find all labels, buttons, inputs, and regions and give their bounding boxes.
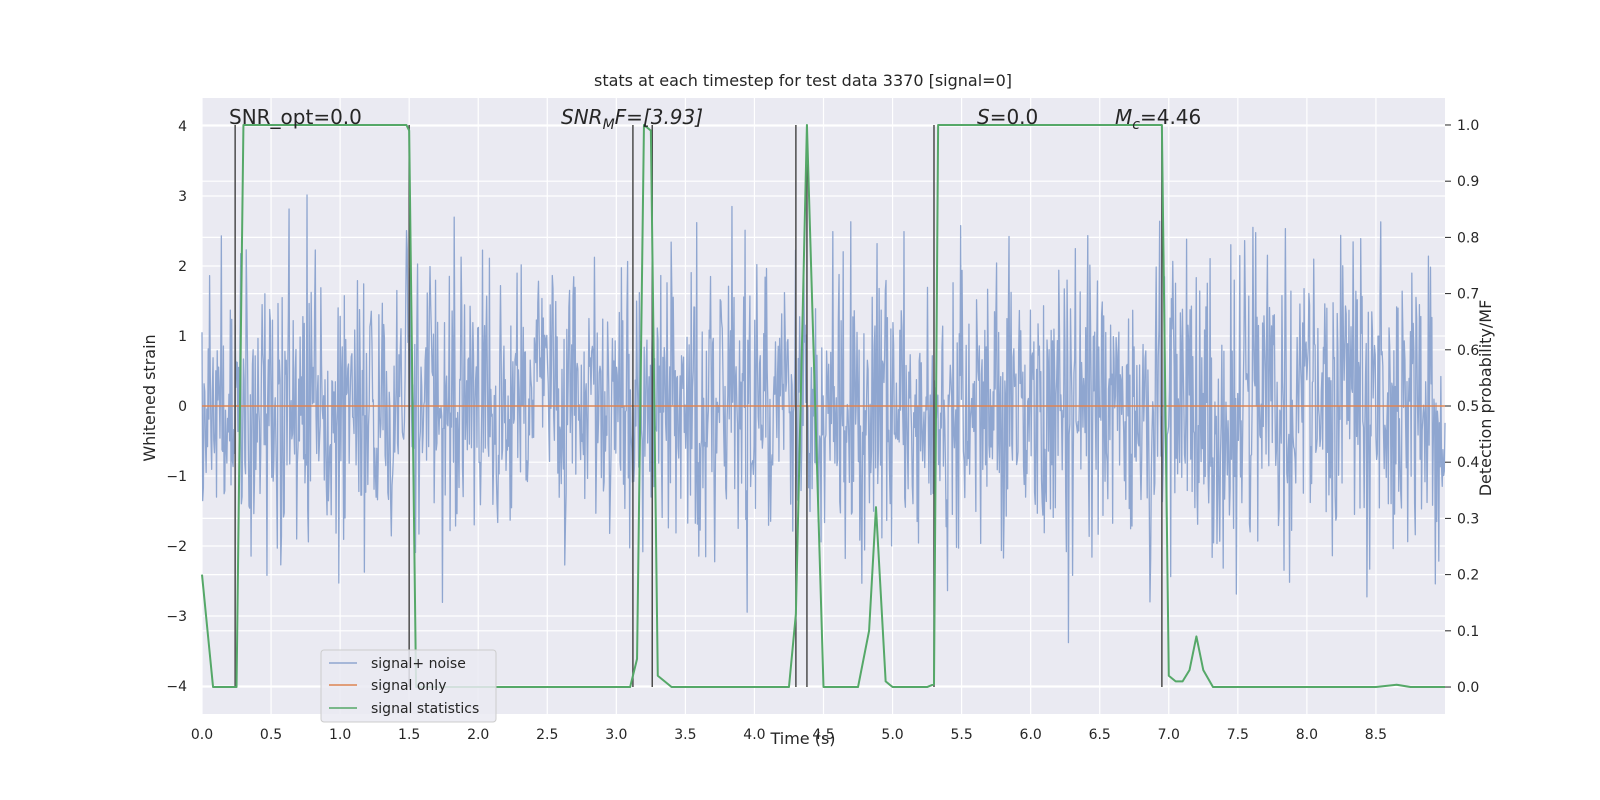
annotation-s-value: =0.0: [990, 105, 1039, 129]
x-tick-label: 6.0: [1020, 727, 1042, 743]
legend-label-signal-statistics: signal statistics: [371, 701, 479, 717]
y2-tick-label: 1.0: [1457, 118, 1479, 134]
x-axis: 0.0 0.5 1.0 1.5 2.0 2.5 3.0 3.5 4.0 4.5 5.0 5.5 6.0 6…: [191, 727, 1387, 743]
y2-tick-label: 0.1: [1457, 624, 1479, 640]
y-tick-label: −3: [166, 609, 187, 625]
annotation-mc: Mc=4.46: [1115, 105, 1201, 133]
line-signal-statistics: [201, 123, 1445, 689]
y2-tick-label: 0.0: [1457, 680, 1479, 696]
annotation-mc-subscript: c: [1132, 117, 1140, 133]
event-markers: [234, 124, 1163, 688]
legend-box: [320, 649, 497, 723]
x-tick-label: 4.0: [743, 727, 765, 743]
x-tick-label: 0.0: [191, 727, 213, 743]
legend: signal+ noise signal only signal statist…: [320, 649, 497, 723]
y-tick-label: −2: [166, 539, 187, 555]
x-tick-label: 4.5: [812, 727, 834, 743]
chart-title: stats at each timestep for test data 337…: [594, 71, 1012, 90]
y-tick-label: 4: [178, 119, 187, 135]
x-tick-label: 1.5: [398, 727, 420, 743]
y-tick-label: 2: [178, 259, 187, 275]
y2-tick-label: 0.3: [1457, 511, 1479, 527]
y2-tick-label: 0.8: [1457, 230, 1479, 246]
annotation-snr-mf-subscript: M: [603, 117, 615, 133]
annotation-snr-mf: SNRMF=[3.93]: [561, 105, 703, 133]
x-tick-label: 3.5: [674, 727, 696, 743]
legend-label-signal-noise: signal+ noise: [371, 656, 466, 672]
series-signal-statistics: [201, 123, 1445, 689]
y-axis-right: 1.0 0.9 0.8 0.7 0.6 0.5 0.4 0.3 0.2 0.1 0.0: [1445, 118, 1479, 696]
y2-tick-label: 0.5: [1457, 399, 1479, 415]
y2-tick-label: 0.6: [1457, 343, 1479, 359]
x-tick-label: 2.5: [536, 727, 558, 743]
x-tick-label: 5.5: [950, 727, 972, 743]
x-tick-label: 8.0: [1296, 727, 1318, 743]
y-tick-label: 1: [178, 329, 187, 345]
y-tick-label: −4: [166, 679, 187, 695]
annotation-snr-opt: SNR_opt=0.0: [229, 105, 362, 129]
x-tick-label: 8.5: [1365, 727, 1387, 743]
y2-tick-label: 0.9: [1457, 174, 1479, 190]
y-axis-label: Whitened strain: [140, 334, 159, 461]
x-tick-label: 5.0: [881, 727, 903, 743]
x-tick-label: 7.5: [1227, 727, 1249, 743]
annotation-snr-mf-symbol: SNR: [561, 105, 603, 129]
annotation-s-symbol: S: [977, 105, 990, 129]
annotation-snr-mf-value: F=[3.93]: [615, 105, 703, 129]
y2-tick-label: 0.4: [1457, 455, 1479, 471]
x-tick-label: 2.0: [467, 727, 489, 743]
y2-axis-label: Detection probability/MF: [1476, 300, 1495, 497]
x-tick-label: 3.0: [605, 727, 627, 743]
x-tick-label: 7.0: [1158, 727, 1180, 743]
y2-tick-label: 0.2: [1457, 568, 1479, 584]
x-axis-label: Time (s): [769, 729, 835, 748]
annotation-s: S=0.0: [977, 105, 1038, 129]
y-tick-label: 3: [178, 189, 187, 205]
x-tick-label: 0.5: [260, 727, 282, 743]
legend-label-signal-only: signal only: [371, 678, 446, 694]
annotation-mc-symbol: M: [1115, 105, 1132, 129]
x-tick-label: 6.5: [1089, 727, 1111, 743]
annotation-mc-value: =4.46: [1140, 105, 1201, 129]
y-tick-label: 0: [178, 399, 187, 415]
x-tick-label: 1.0: [329, 727, 351, 743]
y-tick-label: −1: [166, 469, 187, 485]
y-axis-left: 4 3 2 1 0 −1 −2 −3 −4: [166, 119, 187, 695]
y2-tick-label: 0.7: [1457, 287, 1479, 303]
